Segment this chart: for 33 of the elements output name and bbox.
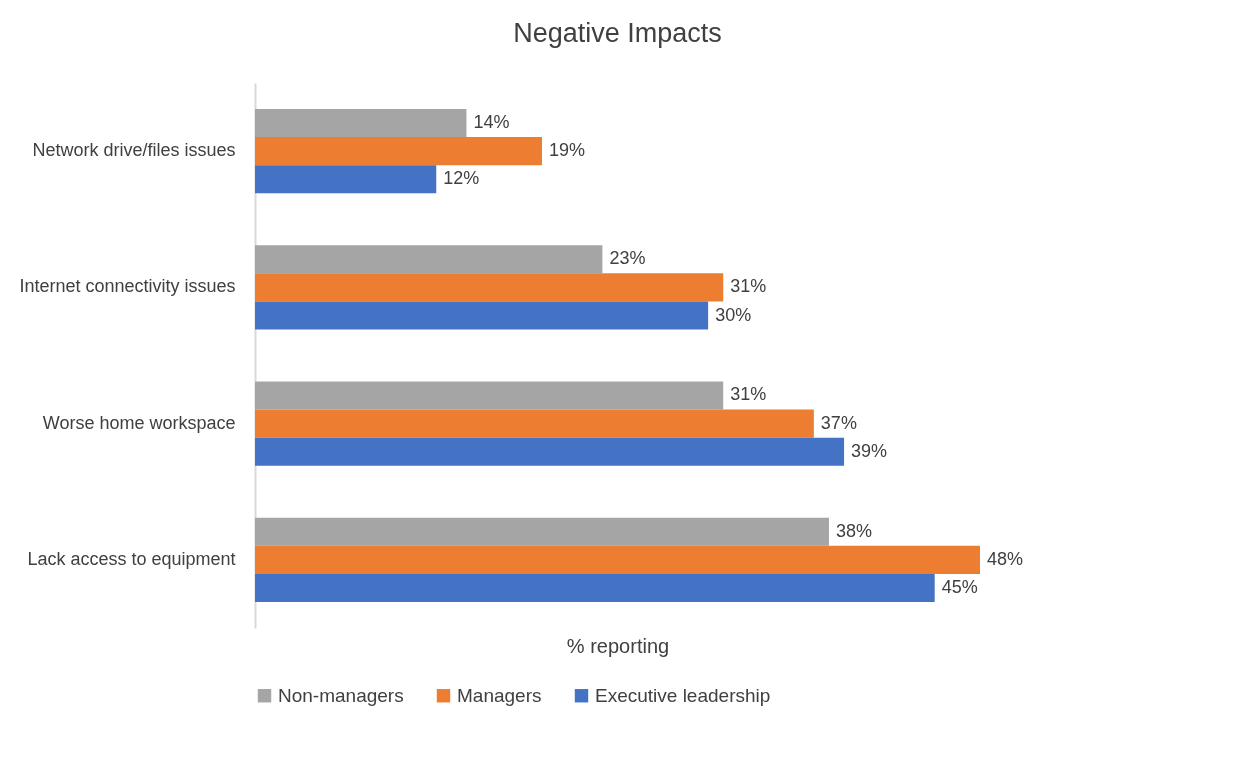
bar	[255, 301, 709, 330]
bar	[255, 381, 724, 410]
y-tick-label: Internet connectivity issues	[19, 276, 236, 297]
data-label: 12%	[443, 168, 480, 189]
data-label: 14%	[473, 111, 510, 132]
y-tick-label: Lack access to equipment	[27, 548, 236, 569]
bar	[255, 108, 467, 138]
legend-label: Managers	[457, 684, 542, 706]
data-label: 31%	[730, 384, 767, 405]
data-label: 23%	[609, 248, 646, 269]
legend-label: Non-managers	[278, 684, 404, 706]
bar	[255, 273, 724, 302]
y-tick-label: Network drive/files issues	[32, 140, 236, 161]
bar	[255, 573, 935, 603]
chart-title: Negative Impacts	[513, 18, 722, 48]
bar	[255, 437, 845, 466]
data-label: 48%	[987, 548, 1024, 569]
y-tick-label: Worse home workspace	[42, 412, 236, 433]
bar	[255, 165, 437, 194]
bar	[255, 245, 603, 274]
data-label: 31%	[730, 276, 767, 297]
data-label: 38%	[835, 520, 872, 541]
bar	[255, 409, 814, 438]
data-label: 37%	[820, 412, 857, 433]
bar	[255, 137, 542, 166]
data-label: 19%	[548, 140, 586, 161]
legend-label: Executive leadership	[595, 684, 771, 706]
data-label: 30%	[715, 304, 752, 325]
data-label: 45%	[941, 577, 978, 598]
bar	[255, 517, 829, 546]
data-label: 39%	[851, 440, 888, 461]
x-axis-title: % reporting	[566, 634, 670, 657]
bar	[255, 545, 980, 574]
